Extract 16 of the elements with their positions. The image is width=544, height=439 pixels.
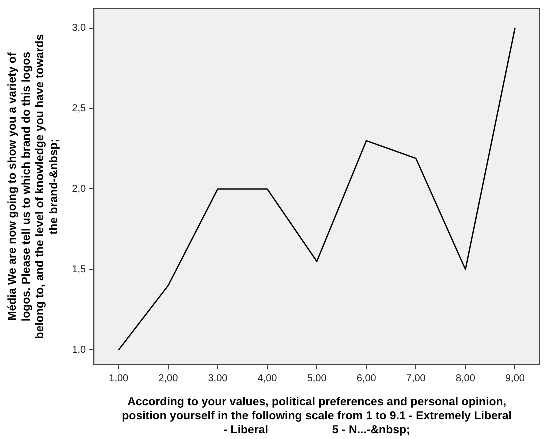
- y-tick-label: 2,5: [72, 104, 87, 115]
- y-tick-label: 2,0: [72, 184, 87, 195]
- x-tick-label: 8,00: [456, 373, 476, 384]
- y-tick-label: 1,5: [72, 264, 87, 276]
- x-tick-label: 5,00: [307, 373, 328, 384]
- x-tick-label: 7,00: [406, 373, 426, 384]
- x-tick-label: 1,00: [109, 373, 130, 384]
- x-tick-label: 6,00: [356, 373, 377, 384]
- y-tick-label: 3,0: [72, 23, 87, 34]
- x-tick-label: 2,00: [158, 373, 179, 384]
- y-axis-title: Média We are now going to show you a variety of logos. Please tell us to which brand do this logos belong to, and the level of knowledge you have towards the brand-&nbsp;: [7, 34, 60, 340]
- x-tick-label: 3,00: [208, 373, 228, 384]
- x-tick-label: 4,00: [258, 373, 278, 384]
- x-axis-title: According to your values, political preferences and personal opinion, position yourself in the following scale from 1 to 9.1 - Extremely Liberal - Liberal 5 - N...-&nbsp;: [122, 396, 512, 436]
- y-tick-label: 1,0: [72, 344, 87, 356]
- x-tick-label: 9,00: [505, 373, 526, 384]
